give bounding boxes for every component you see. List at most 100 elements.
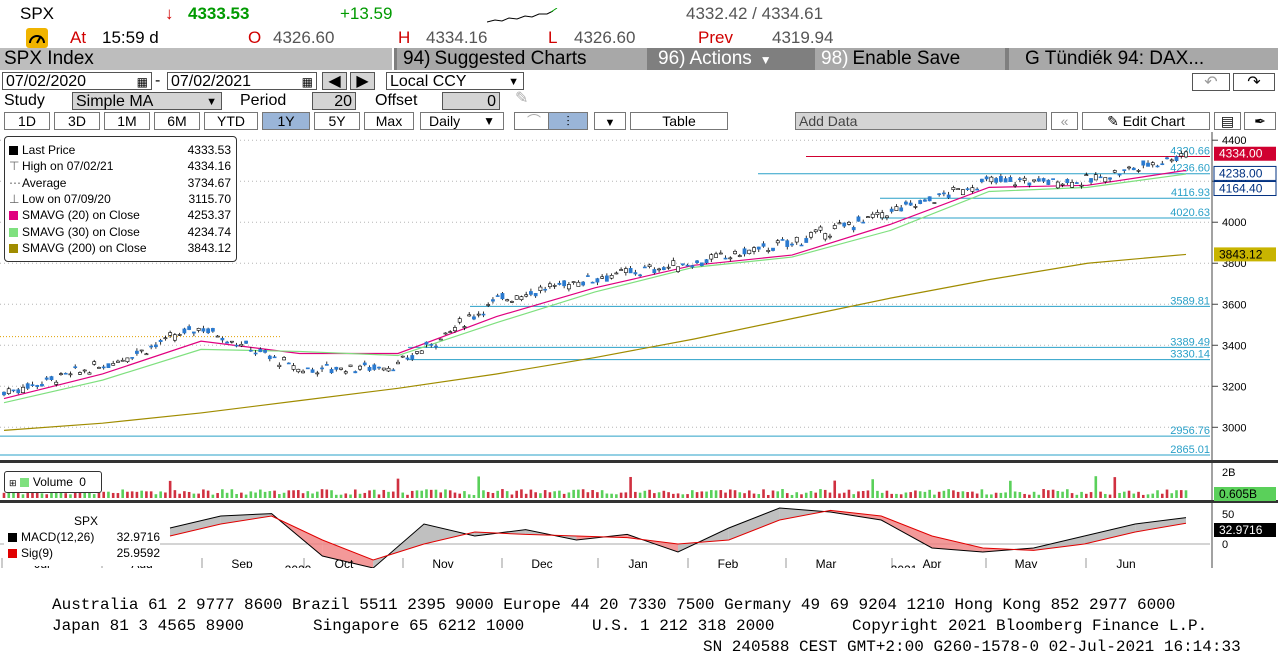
legend-item[interactable]: ⊥ Low on 07/09/20 3115.70 [9,191,231,207]
volume-bar [387,491,390,498]
legend-item[interactable]: Last Price 4333.53 [9,142,231,158]
next-period-button[interactable]: ▶ [350,72,375,90]
period-field[interactable]: 20 [312,92,356,110]
candle-body [771,247,775,251]
volume-bar [396,478,400,498]
candle-body [714,253,718,258]
candle-body [59,373,63,375]
candle-body [984,176,989,180]
range-button-1d[interactable]: 1D [4,112,50,130]
volume-flag-label: 0.605B [1219,487,1257,501]
price-tick-label: 3400 [1222,340,1246,352]
chart-settings-button[interactable]: ▤ [1214,112,1241,130]
redo-button[interactable]: ↷ [1233,73,1275,91]
volume-bar [330,490,333,498]
offset-field[interactable]: 0 [442,92,500,110]
volume-bar [600,490,604,498]
volume-bar [814,492,818,498]
price-tick-label: 4000 [1222,217,1246,229]
series-line [3,173,1187,404]
table-button[interactable]: Table [630,112,728,130]
macd-panel: 50 0 32.9716 [0,507,1276,568]
macd-legend[interactable]: SPX MACD(12,26) 32.9716 Sig(9) 25.9592 [4,510,160,566]
candle-body [495,295,500,297]
chart-type-dropdown[interactable]: ▼ [594,112,626,130]
candle-body [177,334,182,336]
security-field[interactable]: SPX Index [0,48,394,70]
candle-chart-button[interactable]: ⫶ [548,112,588,130]
candle-body [386,367,391,372]
volume-bar [705,491,708,498]
volume-bar [539,493,542,498]
legend-item[interactable]: ⋯Average 3734.67 [9,175,231,191]
actions-menu[interactable]: 96) Actions ▼ [652,48,812,70]
series-swatch [9,243,18,253]
volume-bar [444,489,447,498]
range-button-6m[interactable]: 6M [154,112,200,130]
volume-bar [339,494,343,498]
candle-body [21,386,25,394]
legend-item[interactable]: ⊤ High on 07/02/21 4334.16 [9,158,231,174]
candle-body [524,294,529,297]
enable-save-button[interactable]: 98) Enable Save [815,48,1005,70]
candle-body [97,367,101,369]
chart-legend[interactable]: Last Price 4333.53 ⊤ High on 07/02/21 4334.1… [4,136,237,262]
template-selector[interactable]: G Tündiék 94: DAX... [1009,48,1278,70]
legend-item[interactable]: SMAVG (30) on Close 4234.74 [9,224,231,240]
start-date-field[interactable]: 07/02/2020 ▦ [2,72,152,90]
range-button-ytd[interactable]: YTD [204,112,258,130]
last-price: 4333.53 [188,4,250,23]
volume-bar [691,490,694,498]
line-chart-button[interactable]: ⌒ [514,112,554,130]
volume-bar [1018,492,1022,498]
volume-legend[interactable]: ⊞ Volume 0 [4,471,102,493]
volume-bar [1113,477,1117,498]
range-button-1y[interactable]: 1Y [262,112,310,130]
prev-period-button[interactable]: ◀ [322,72,347,90]
collapse-button[interactable]: « [1051,112,1078,130]
candle-body [11,389,16,392]
macd-fill [1135,517,1186,532]
add-data-field[interactable]: Add Data [795,112,1047,130]
volume-bar [216,493,219,498]
range-button-5y[interactable]: 5Y [314,112,360,130]
candle-body [400,355,405,358]
legend-item[interactable]: SMAVG (200) on Close 3843.12 [9,240,231,256]
candle-body [472,316,476,320]
candle-body [49,376,54,380]
candle-body [1089,178,1093,183]
volume-bar [510,494,514,498]
candle-body [73,366,78,368]
macd-fill [170,516,221,536]
volume-bar [923,491,927,498]
draw-tools-button[interactable]: ✒ [1244,112,1276,130]
study-select[interactable]: Simple MA ▼ [72,92,222,110]
level-label: 3589.81 [1170,295,1210,307]
end-date-field[interactable]: 07/02/2021 ▦ [167,72,317,90]
volume-bar [235,494,238,498]
edit-chart-button[interactable]: ✎ Edit Chart [1082,112,1210,130]
currency-select[interactable]: Local CCY ▼ [386,72,524,90]
candle-body [120,359,125,362]
legend-item[interactable]: SMAVG (20) on Close 4253.37 [9,207,231,223]
macd-title: SPX [74,514,99,528]
volume-bar [562,493,566,498]
volume-bar [121,489,124,498]
range-button-max[interactable]: Max [364,112,414,130]
range-button-1m[interactable]: 1M [104,112,150,130]
frequency-select[interactable]: Daily ▼ [420,112,504,130]
suggested-charts-button[interactable]: 94) Suggested Charts [397,48,647,70]
volume-bar [956,491,960,498]
range-button-3d[interactable]: 3D [54,112,100,130]
volume-bar [771,490,775,498]
volume-bar [1023,493,1026,498]
volume-bar [316,491,319,498]
undo-button[interactable]: ↶ [1192,73,1230,91]
redo-icon: ↷ [1247,74,1261,91]
candle-body [657,268,661,271]
candle-body [267,355,272,360]
volume-bar [202,489,205,498]
candle-body [979,178,984,183]
bid-ask: 4332.42 / 4334.61 [686,4,824,23]
date-separator: - [155,72,161,89]
